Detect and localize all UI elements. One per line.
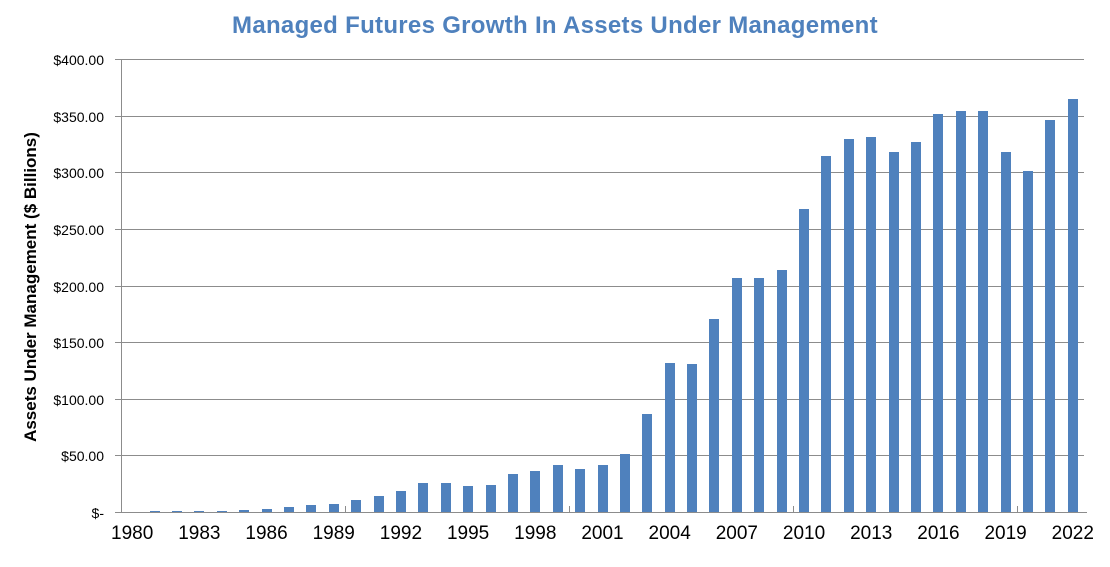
bar-2016 bbox=[933, 114, 944, 512]
bar-1994 bbox=[440, 483, 451, 512]
bar-1993 bbox=[418, 483, 429, 512]
bar-2021 bbox=[1045, 120, 1056, 512]
x-tick-label: 2001 bbox=[581, 523, 624, 544]
bar-2015 bbox=[911, 142, 922, 512]
bar-2012 bbox=[843, 139, 854, 512]
y-tick-label: $- bbox=[91, 505, 104, 521]
bar-2008 bbox=[754, 278, 765, 512]
x-tick-label: 2013 bbox=[850, 523, 893, 544]
gridline bbox=[121, 172, 1084, 174]
x-tick-label: 1992 bbox=[379, 523, 423, 544]
gridline bbox=[121, 59, 1084, 60]
bar-2013 bbox=[866, 137, 877, 512]
x-axis-tick bbox=[568, 506, 570, 512]
x-tick-label: 1998 bbox=[514, 523, 557, 544]
x-tick-label: 2022 bbox=[1051, 523, 1094, 544]
bar-2001 bbox=[597, 465, 608, 512]
bar-1983 bbox=[194, 511, 205, 512]
bar-2014 bbox=[888, 152, 899, 512]
bar-1998 bbox=[530, 471, 541, 512]
bar-2017 bbox=[955, 111, 966, 512]
bar-1981 bbox=[149, 511, 160, 512]
x-tick-label: 2007 bbox=[715, 523, 758, 544]
bar-1995 bbox=[463, 486, 474, 512]
bar-1997 bbox=[507, 474, 518, 512]
bar-2003 bbox=[642, 414, 653, 512]
y-tick-label: $200.00 bbox=[53, 278, 104, 295]
y-axis-tick bbox=[115, 512, 121, 513]
y-axis-tick bbox=[115, 455, 121, 457]
x-tick-label: 2016 bbox=[917, 523, 960, 544]
y-axis-tick bbox=[115, 115, 121, 117]
x-axis-tick bbox=[344, 506, 346, 512]
bar-2002 bbox=[619, 454, 630, 512]
gridline bbox=[121, 228, 1084, 230]
x-tick-label: 2004 bbox=[648, 523, 691, 544]
y-tick-label: $400.00 bbox=[53, 52, 104, 68]
y-axis-tick bbox=[115, 228, 121, 230]
x-tick-label: 2019 bbox=[984, 523, 1027, 544]
bar-1988 bbox=[306, 505, 317, 512]
gridline bbox=[121, 115, 1084, 117]
x-tick-label: 1995 bbox=[446, 523, 490, 544]
y-axis-tick bbox=[115, 59, 121, 60]
gridline bbox=[121, 455, 1084, 457]
bar-1991 bbox=[373, 496, 384, 512]
x-axis-tick bbox=[792, 506, 794, 512]
y-tick-label: $50.00 bbox=[61, 448, 104, 465]
bar-2000 bbox=[575, 469, 586, 512]
bar-2020 bbox=[1023, 171, 1033, 512]
bar-1996 bbox=[485, 485, 496, 512]
bar-2018 bbox=[978, 111, 989, 512]
y-axis-tick bbox=[115, 285, 121, 287]
bar-2007 bbox=[731, 278, 742, 512]
bar-1982 bbox=[171, 511, 182, 512]
bar-1989 bbox=[328, 504, 339, 512]
chart-title: Managed Futures Growth In Assets Under M… bbox=[232, 12, 878, 39]
bar-2006 bbox=[709, 319, 720, 512]
y-axis-tick bbox=[115, 342, 121, 344]
bar-2022 bbox=[1067, 99, 1078, 512]
bar-1984 bbox=[216, 511, 227, 512]
x-tick-label: 1989 bbox=[312, 523, 355, 544]
gridline bbox=[121, 398, 1084, 400]
y-tick-label: $300.00 bbox=[53, 165, 104, 182]
bar-2005 bbox=[687, 364, 698, 512]
bar-1992 bbox=[395, 491, 406, 512]
bar-1987 bbox=[283, 507, 294, 512]
x-tick-label: 2010 bbox=[782, 523, 826, 544]
bar-1990 bbox=[351, 500, 362, 512]
bar-1985 bbox=[239, 510, 250, 512]
gridline bbox=[121, 342, 1084, 344]
bar-2010 bbox=[799, 209, 810, 512]
y-tick-label: $150.00 bbox=[53, 335, 104, 352]
bar-1986 bbox=[261, 509, 272, 512]
bar-2011 bbox=[821, 156, 832, 512]
y-axis-tick bbox=[115, 398, 121, 400]
x-tick-label: 1986 bbox=[245, 523, 288, 544]
y-tick-label: $100.00 bbox=[53, 391, 104, 408]
y-tick-label: $350.00 bbox=[53, 108, 104, 125]
x-axis-line bbox=[121, 512, 1087, 514]
bar-2019 bbox=[1000, 152, 1011, 512]
y-tick-label: $250.00 bbox=[53, 221, 104, 238]
y-axis-line bbox=[121, 59, 122, 513]
x-tick-label: 1983 bbox=[178, 523, 221, 544]
x-axis-tick bbox=[1016, 506, 1018, 512]
x-tick-label: 1980 bbox=[111, 523, 154, 544]
y-axis-tick bbox=[115, 172, 121, 174]
gridline bbox=[121, 285, 1084, 287]
bar-1999 bbox=[552, 465, 563, 512]
bar-2004 bbox=[664, 363, 675, 512]
bar-2009 bbox=[776, 270, 787, 512]
